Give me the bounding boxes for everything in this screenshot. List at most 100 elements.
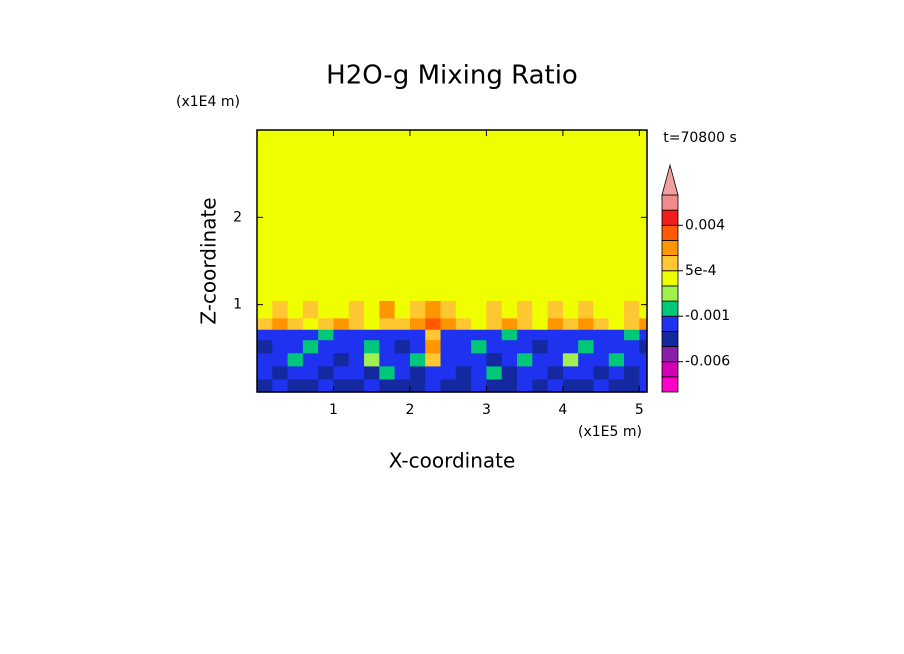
- field-cell: [532, 317, 549, 330]
- field-cell: [547, 365, 564, 380]
- field-cell: [257, 378, 273, 393]
- field-cell: [624, 339, 640, 354]
- field-cell: [302, 378, 319, 393]
- field-cell: [517, 130, 533, 301]
- field-cell: [440, 352, 457, 367]
- field-cell: [257, 300, 273, 319]
- field-cell: [333, 352, 350, 367]
- field-cell: [593, 317, 610, 330]
- field-cell: [333, 300, 350, 319]
- field-cell: [608, 300, 625, 319]
- field-cell: [547, 130, 564, 301]
- field-cell: [455, 352, 472, 367]
- field-cell: [562, 365, 579, 380]
- field-cell: [562, 378, 579, 393]
- field-cell: [333, 317, 350, 330]
- field-cell: [287, 339, 304, 354]
- field-cell: [639, 365, 648, 380]
- field-cell: [471, 130, 488, 301]
- field-cell: [486, 317, 503, 330]
- field-cell: [425, 365, 442, 380]
- field-cell: [639, 130, 648, 301]
- field-cell: [425, 339, 442, 354]
- field-cell: [364, 339, 380, 354]
- colorbar-box: [661, 194, 679, 211]
- field-cell: [318, 378, 335, 393]
- field-cell: [379, 339, 396, 354]
- field-cell: [593, 339, 610, 354]
- field-cell: [257, 130, 273, 301]
- field-cell: [379, 317, 396, 330]
- y-tick-label: 2: [233, 209, 242, 225]
- field-cell: [486, 365, 503, 380]
- field-cell: [517, 300, 533, 319]
- field-cell: [440, 365, 457, 380]
- field-cell: [272, 130, 289, 301]
- field-cell: [379, 365, 396, 380]
- field-cell: [517, 352, 533, 367]
- field-cell: [471, 317, 488, 330]
- field-cell: [486, 130, 503, 301]
- field-cell: [302, 130, 319, 301]
- field-cell: [624, 378, 640, 393]
- field-cell: [287, 329, 304, 341]
- x-tick-label: 1: [329, 402, 338, 418]
- field-cell: [608, 329, 625, 341]
- field-cell: [455, 329, 472, 341]
- x-tick-label: 2: [405, 402, 414, 418]
- field-cell: [333, 378, 350, 393]
- field-cell: [471, 352, 488, 367]
- field-cell: [532, 352, 549, 367]
- colorbar-tick-label: -0.001: [685, 308, 730, 324]
- colorbar-box: [661, 346, 679, 363]
- field-cell: [333, 365, 350, 380]
- field-cell: [333, 339, 350, 354]
- colorbar-box: [661, 270, 679, 287]
- field-cell: [440, 300, 457, 319]
- field-cell: [547, 317, 564, 330]
- field-cell: [287, 130, 304, 301]
- colorbar-box: [661, 240, 679, 257]
- field-cell: [394, 300, 411, 319]
- field-cell: [562, 329, 579, 341]
- field-cell: [455, 339, 472, 354]
- field-cell: [578, 130, 595, 301]
- field-cell: [348, 365, 365, 380]
- field-cell: [471, 300, 488, 319]
- field-cell: [608, 365, 625, 380]
- field-cell: [394, 365, 411, 380]
- field-cell: [501, 300, 518, 319]
- field-cell: [547, 329, 564, 341]
- field-cell: [409, 365, 426, 380]
- axes: 1 2 3 4 5 1 2: [233, 129, 648, 418]
- field-cell: [409, 300, 426, 319]
- field-cell: [302, 300, 319, 319]
- field-cell: [394, 317, 411, 330]
- colorbar-tick-label: 5e-4: [685, 263, 717, 279]
- colorbar-box: [661, 376, 679, 393]
- field-cell: [532, 339, 549, 354]
- chart-title: H2O-g Mixing Ratio: [326, 61, 578, 91]
- field-cell: [379, 329, 396, 341]
- field-cell: [593, 329, 610, 341]
- field-cell: [379, 378, 396, 393]
- field-cell: [379, 352, 396, 367]
- field-cell: [364, 300, 380, 319]
- field-cell: [287, 300, 304, 319]
- time-annotation: t=70800 s: [663, 130, 737, 146]
- field-cell: [257, 339, 273, 354]
- field-cell: [440, 329, 457, 341]
- field-cell: [348, 300, 365, 319]
- field-cell: [318, 352, 335, 367]
- field-cell: [287, 365, 304, 380]
- field-cell: [409, 352, 426, 367]
- field-cell: [348, 329, 365, 341]
- x-tick-label: 4: [558, 402, 567, 418]
- field-cell: [379, 300, 396, 319]
- field-cell: [287, 378, 304, 393]
- field-cell: [517, 365, 533, 380]
- field-cell: [471, 339, 488, 354]
- field-cell: [257, 317, 273, 330]
- field-cell: [394, 378, 411, 393]
- field-cell: [364, 378, 380, 393]
